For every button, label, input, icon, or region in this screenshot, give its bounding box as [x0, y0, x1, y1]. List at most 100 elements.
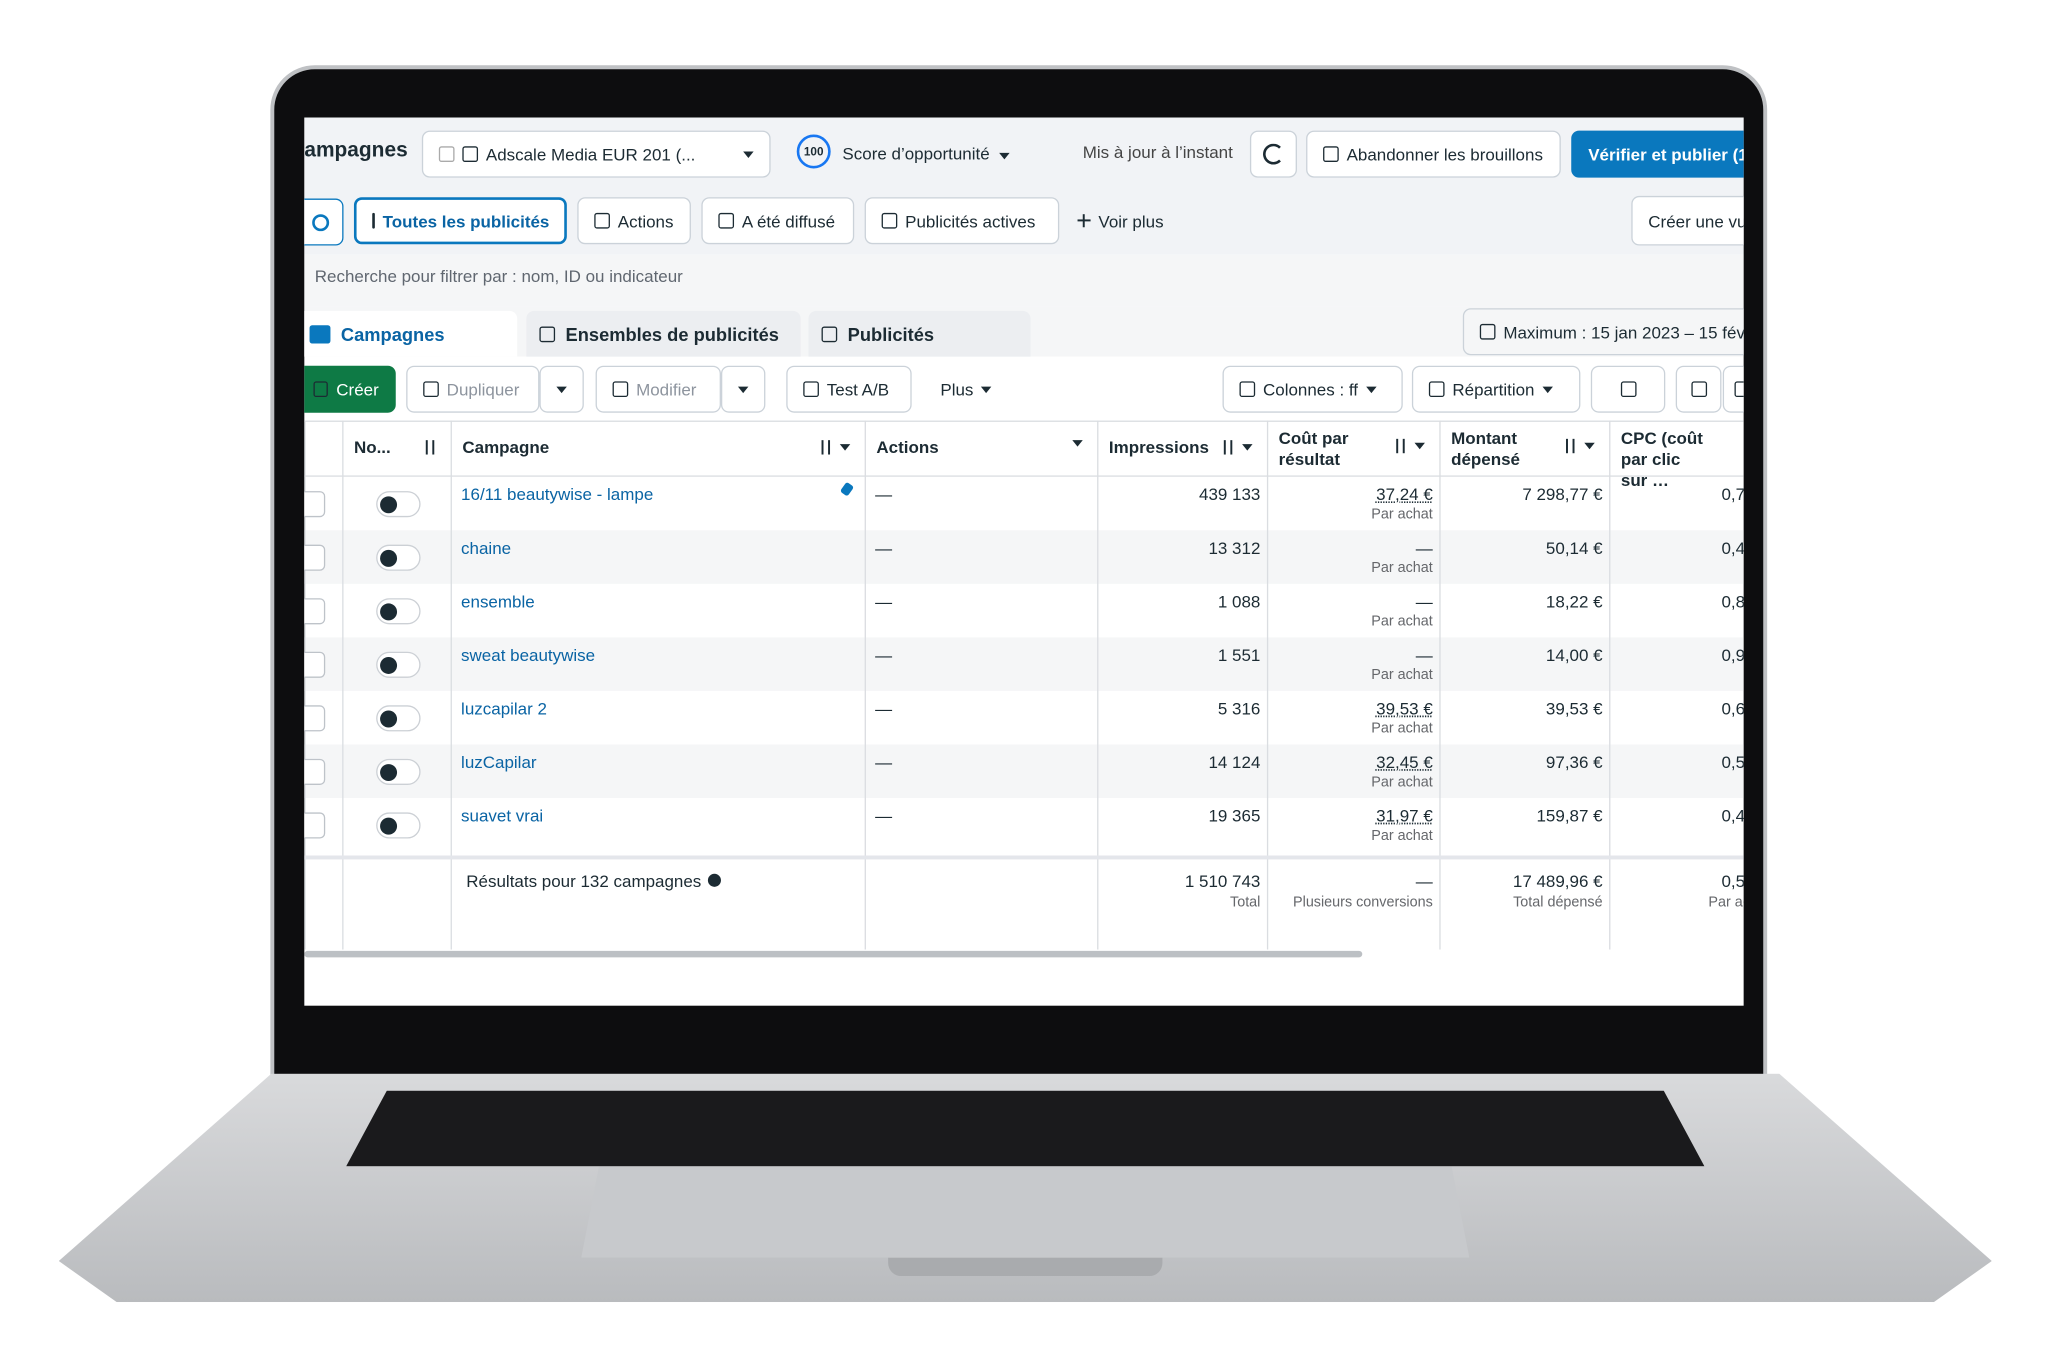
cpc-value: 0,6: [1721, 698, 1744, 719]
create-view-button[interactable]: Créer une vu: [1631, 195, 1744, 246]
publish-label: Vérifier et publier (1): [1588, 144, 1744, 164]
info-icon: [707, 873, 721, 887]
impressions-value: 14 124: [1208, 752, 1261, 772]
impressions-value: 19 365: [1208, 805, 1261, 826]
cost-per-result-sub: Par achat: [1371, 774, 1433, 791]
toolbar-icon-button[interactable]: [1590, 365, 1666, 413]
column-header[interactable]: Campagne: [462, 438, 851, 459]
cpc-value: 0,9: [1721, 645, 1744, 665]
column-divider: [304, 420, 306, 950]
toolbar-button[interactable]: Test A/B: [786, 365, 912, 413]
keyboard: [346, 1090, 1705, 1167]
scrollbar[interactable]: [304, 950, 1363, 958]
status-toggle[interactable]: [376, 491, 421, 518]
footer-impressions: 1 510 743: [1184, 871, 1261, 891]
column-header[interactable]: Coût par résultat: [1279, 428, 1425, 470]
account-selector[interactable]: Adscale Media EUR 201 (...: [421, 130, 771, 178]
status-toggle[interactable]: [376, 598, 421, 625]
caret: [981, 385, 992, 393]
notch: [888, 1257, 1163, 1277]
filter-button[interactable]: Actions: [577, 197, 691, 245]
column-header[interactable]: No...: [354, 438, 437, 459]
campaign-name[interactable]: chaine: [461, 538, 512, 558]
toolbar-button[interactable]: Dupliquer: [406, 365, 540, 413]
toggle-knob: [380, 817, 398, 835]
icon: [821, 325, 838, 342]
toolbar-button[interactable]: Répartition: [1411, 365, 1581, 413]
campaign-name[interactable]: suavet vrai: [461, 805, 544, 826]
tab-label: Publicités: [847, 323, 935, 345]
dropdown-button[interactable]: [539, 365, 584, 413]
filter-button[interactable]: Toutes les publicités: [353, 197, 567, 245]
column-header[interactable]: CPC (coût par clic sur …: [1621, 428, 1744, 491]
search-button[interactable]: [304, 198, 344, 246]
tab[interactable]: Ensembles de publicités: [526, 310, 801, 357]
publish-button[interactable]: Vérifier et publier (1): [1571, 130, 1744, 178]
toolbar-icon-button[interactable]: [1675, 365, 1722, 413]
cost-per-result-sub: Par achat: [1371, 560, 1433, 576]
caret: [1542, 385, 1553, 393]
filter-button[interactable]: Voir plus: [1062, 197, 1193, 244]
filter-button[interactable]: Publicités actives: [864, 197, 1060, 245]
status-toggle[interactable]: [376, 705, 421, 732]
toolbar-label: Répartition: [1452, 379, 1535, 400]
status-toggle[interactable]: [376, 544, 421, 571]
caret: [839, 444, 851, 451]
pin-icon[interactable]: [839, 481, 855, 497]
row-checkbox[interactable]: [304, 544, 326, 571]
tab[interactable]: Publicités: [808, 310, 1031, 357]
toolbar-button[interactable]: Modifier: [595, 365, 721, 413]
tab-icon: [309, 324, 331, 343]
column-header[interactable]: Actions: [876, 438, 1083, 459]
tab[interactable]: Campagnes: [304, 310, 518, 357]
cost-per-result-sub: Par achat: [1371, 613, 1433, 630]
footer-spent-sub: Total dépensé: [1513, 894, 1603, 911]
filter-button[interactable]: A été diffusé: [701, 197, 855, 245]
cost-per-result-value: —: [1415, 591, 1433, 612]
actions-value: —: [875, 591, 893, 612]
campaign-name[interactable]: 16/11 beautywise - lampe: [461, 484, 654, 505]
amount-spent-value: 97,36 €: [1545, 752, 1603, 772]
cpc-value: 0,7: [1721, 484, 1744, 505]
date-range-button[interactable]: Maximum : 15 jan 2023 – 15 fév: [1462, 308, 1744, 356]
actions-value: —: [875, 698, 893, 719]
row-checkbox[interactable]: [304, 491, 326, 518]
score-label[interactable]: Score d’opportunité: [842, 144, 1010, 163]
toolbar-icon-button[interactable]: [1722, 365, 1744, 413]
status-toggle[interactable]: [376, 651, 421, 678]
column-divider: [1439, 420, 1441, 950]
dropdown-button[interactable]: [720, 365, 766, 413]
create-view-label: Créer une vu: [1648, 210, 1744, 231]
campaign-name[interactable]: sweat beautywise: [461, 645, 596, 665]
campaign-name[interactable]: luzCapilar: [461, 752, 537, 772]
toolbar-button[interactable]: Créer: [304, 365, 396, 413]
amount-spent-value: 159,87 €: [1536, 805, 1603, 826]
icon: [1620, 381, 1636, 398]
icon: [803, 381, 819, 398]
row-checkbox[interactable]: [304, 651, 326, 678]
campaign-name[interactable]: ensemble: [461, 591, 535, 612]
toolbar-label: Modifier: [636, 379, 697, 400]
row-stripe: [304, 744, 1744, 799]
amount-spent-value: 50,14 €: [1545, 538, 1603, 558]
row-checkbox[interactable]: [304, 705, 326, 732]
column-header-label: Coût par résultat: [1278, 428, 1349, 469]
row-checkbox[interactable]: [304, 812, 326, 839]
footer-impressions-sub: Total: [1230, 894, 1261, 911]
search-bar[interactable]: [304, 254, 1744, 307]
toolbar-button[interactable]: Colonnes : ff: [1222, 365, 1403, 413]
refresh-button[interactable]: [1249, 130, 1297, 178]
cost-per-result-sub: Par achat: [1371, 506, 1433, 523]
status-toggle[interactable]: [376, 812, 421, 839]
row-checkbox[interactable]: [304, 598, 326, 625]
column-header[interactable]: Montant dépensé: [1451, 428, 1595, 470]
tab-label: Ensembles de publicités: [565, 323, 779, 345]
discard-button[interactable]: Abandonner les brouillons: [1306, 130, 1561, 178]
toolbar-button[interactable]: Plus: [924, 365, 1017, 413]
row-checkbox[interactable]: [304, 758, 326, 785]
update-status: Mis à jour à l’instant: [1082, 142, 1233, 162]
column-header[interactable]: Impressions: [1109, 438, 1253, 459]
column-divider: [1097, 420, 1099, 950]
campaign-name[interactable]: luzcapilar 2: [461, 698, 547, 719]
status-toggle[interactable]: [376, 758, 421, 785]
